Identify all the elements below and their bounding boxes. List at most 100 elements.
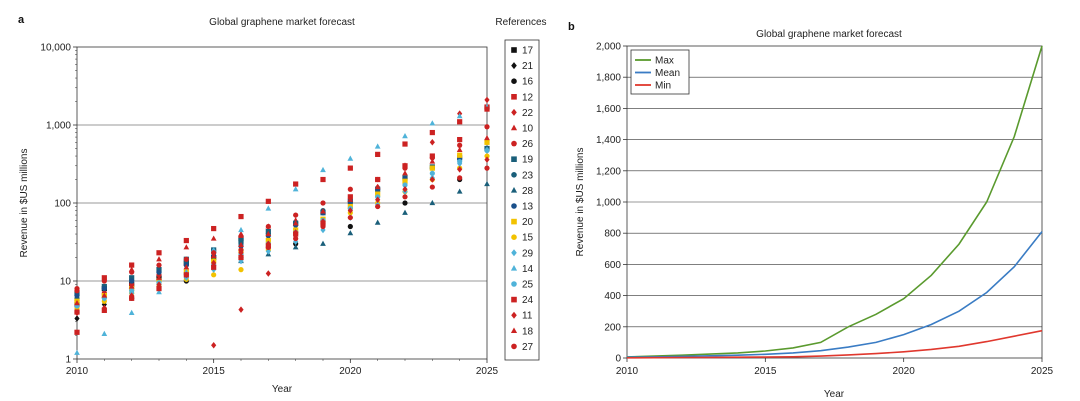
chart-a-y-tick-label: 10,000	[40, 43, 71, 54]
chart-a-legend-label-11: 11	[522, 311, 533, 322]
chart-a-point-ref-18	[347, 196, 354, 202]
chart-b-legend-label-max: Max	[655, 56, 674, 67]
chart-a-legend-label-12: 12	[522, 92, 534, 103]
chart-a-point-ref-25	[129, 288, 135, 294]
chart-a-point-ref-13	[74, 292, 80, 299]
chart-a-point-ref-14	[238, 226, 244, 233]
chart-a-point-ref-28	[484, 180, 490, 187]
chart-b-y-tick-label: 2,000	[596, 42, 621, 53]
chart-a-point-ref-26	[457, 142, 463, 148]
chart-a-point-ref-27	[265, 244, 271, 250]
chart-a-point-ref-14	[128, 309, 135, 315]
chart-a-point-ref-12	[238, 213, 244, 220]
chart-a-point-ref-27	[402, 194, 408, 200]
chart-a-x-tick-label: 2025	[476, 366, 499, 377]
chart-a-point-ref-20	[484, 139, 490, 145]
panel-a-letter: a	[18, 14, 25, 26]
chart-a-legend-marker-11	[511, 311, 517, 319]
chart-a-point-ref-14	[402, 133, 408, 139]
chart-a-point-ref-14	[74, 349, 80, 355]
chart-a-y-tick-label: 1,000	[46, 121, 71, 132]
chart-b-y-tick-label: 1,600	[596, 104, 621, 115]
chart-a-legend-marker-16	[511, 78, 517, 84]
chart-a-point-ref-14	[292, 186, 299, 192]
chart-a-legend-marker-29	[511, 249, 517, 257]
chart-a-point-ref-20	[375, 191, 381, 197]
chart-a-legend-marker-18	[510, 327, 518, 334]
chart-b-y-tick-label: 1,200	[596, 166, 621, 177]
chart-a-point-ref-12	[429, 129, 435, 136]
chart-a-point-ref-11	[156, 281, 162, 288]
chart-a-point-ref-28	[292, 244, 299, 250]
chart-a-point-ref-11	[211, 259, 217, 267]
chart-b-y-tick-label: 200	[604, 322, 621, 333]
chart-a-point-ref-12	[320, 176, 326, 183]
chart-a-point-ref-18	[402, 170, 408, 176]
chart-a-y-tick-label: 10	[60, 277, 72, 288]
chart-a-legend-label-15: 15	[522, 233, 534, 244]
chart-a-legend-label-18: 18	[522, 326, 534, 337]
chart-b-y-tick-label: 600	[604, 260, 621, 271]
chart-a-point-ref-16	[402, 200, 408, 206]
chart-a-point-ref-18	[429, 158, 436, 164]
chart-b-line-min	[626, 329, 1043, 359]
chart-a-point-ref-28	[347, 230, 354, 236]
chart-a-point-ref-13	[129, 278, 135, 284]
chart-a-legend-marker-10	[510, 124, 518, 131]
chart-a-point-ref-22	[265, 270, 271, 277]
chart-a-point-ref-27	[429, 184, 435, 190]
panel-b-letter: b	[568, 21, 575, 33]
chart-a-point-ref-11	[320, 218, 326, 225]
chart-a-point-ref-22	[238, 306, 244, 313]
chart-a-point-ref-28	[456, 188, 463, 194]
chart-a-point-ref-27	[457, 175, 463, 181]
chart-a-point-ref-24	[429, 153, 435, 159]
chart-a-point-ref-18	[320, 208, 326, 214]
chart-a-point-ref-19	[238, 237, 244, 244]
chart-a-point-ref-11	[484, 156, 490, 163]
chart-a-point-ref-26	[484, 124, 490, 130]
chart-a-point-ref-27	[375, 203, 381, 210]
chart-a-point-ref-26	[265, 223, 271, 230]
chart-a-point-ref-11	[457, 166, 463, 173]
chart-a-legend-label-29: 29	[522, 248, 534, 259]
chart-a-point-ref-27	[347, 214, 353, 221]
chart-a-point-ref-20	[402, 178, 408, 184]
chart-a-point-ref-22	[484, 96, 490, 104]
chart-b-title: Global graphene market forecast	[756, 29, 902, 40]
chart-b-y-tick-label: 0	[615, 354, 621, 365]
chart-b-y-tick-label: 1,000	[596, 198, 621, 209]
chart-a-legend-marker-13	[511, 203, 517, 209]
chart-a-point-ref-13	[156, 269, 162, 275]
chart-a-point-ref-28	[429, 199, 436, 206]
chart-a-legend-marker-23	[511, 172, 517, 178]
chart-a-x-tick-label: 2015	[203, 366, 226, 377]
chart-a-point-ref-10	[210, 235, 217, 241]
chart-a-legend-marker-24	[511, 296, 517, 303]
chart-a-point-ref-14	[156, 289, 162, 295]
chart-a-legend-marker-21	[511, 62, 517, 70]
chart-a-y-label: Revenue in $US millions	[19, 149, 30, 258]
chart-a: a Global graphene market forecast 1 10 100…	[18, 14, 547, 395]
chart-a-legend-marker-12	[511, 94, 517, 100]
chart-a-point-ref-11	[402, 186, 408, 193]
chart-a-point-ref-15	[238, 267, 244, 273]
chart-a-point-ref-18	[456, 146, 463, 152]
chart-a-point-ref-24	[211, 264, 217, 270]
chart-a-point-ref-18	[484, 134, 490, 141]
chart-a-point-ref-18	[74, 300, 80, 306]
chart-a-point-ref-11	[129, 292, 135, 299]
chart-a-point-ref-18	[265, 230, 272, 237]
chart-a-point-ref-28	[374, 219, 381, 225]
chart-a-point-ref-14	[374, 143, 381, 149]
chart-a-point-ref-10	[156, 256, 162, 262]
chart-a-point-ref-15	[211, 272, 217, 278]
chart-b: b Global graphene market forecast 0 200 40…	[568, 21, 1054, 400]
chart-a-x-tick-label: 2010	[66, 366, 89, 377]
chart-a-point-ref-14	[101, 330, 108, 336]
chart-a-point-ref-24	[402, 163, 408, 169]
chart-a-point-ref-25	[457, 158, 463, 165]
chart-a-point-ref-26	[293, 212, 299, 218]
chart-a-legend-title: References	[495, 17, 546, 28]
chart-a-point-ref-11	[183, 271, 189, 279]
